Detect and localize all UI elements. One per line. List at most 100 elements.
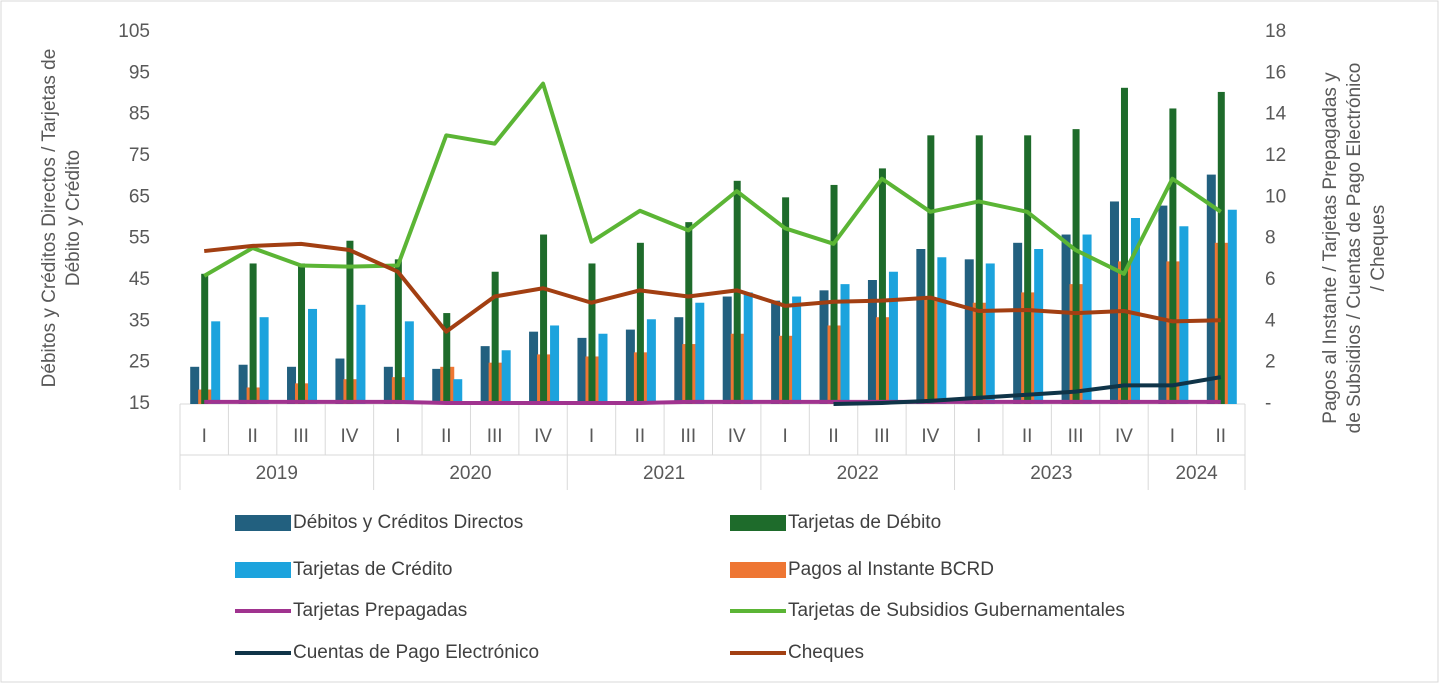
bar bbox=[501, 350, 511, 404]
bar bbox=[782, 197, 790, 404]
bar bbox=[577, 337, 587, 404]
x-group-label: 2020 bbox=[449, 463, 491, 484]
legend-label: Tarjetas de Subsidios Gubernamentales bbox=[788, 600, 1125, 621]
x-tick-label: IV bbox=[534, 426, 552, 447]
bar bbox=[529, 331, 539, 404]
x-tick-label: II bbox=[635, 426, 646, 447]
bar bbox=[211, 321, 221, 404]
x-group-label: 2024 bbox=[1175, 463, 1218, 484]
bar bbox=[550, 325, 560, 404]
bar bbox=[1034, 249, 1044, 404]
bar bbox=[1024, 135, 1032, 405]
bar bbox=[491, 271, 499, 404]
bar bbox=[238, 364, 248, 404]
y2-axis-title-line: de Subsidios / Cuentas de Pago Electróni… bbox=[1344, 63, 1365, 434]
bar bbox=[356, 304, 366, 404]
bar bbox=[1217, 91, 1225, 404]
bar bbox=[964, 259, 974, 404]
x-group-label: 2023 bbox=[1030, 463, 1072, 484]
legend-swatch bbox=[730, 515, 786, 531]
x-tick-label: II bbox=[247, 426, 258, 447]
x-tick-label: I bbox=[395, 426, 400, 447]
legend-label: Tarjetas de Débito bbox=[788, 512, 941, 533]
x-tick-label: I bbox=[202, 426, 207, 447]
bar bbox=[598, 333, 608, 404]
bar bbox=[1179, 226, 1189, 404]
y-tick-label: 35 bbox=[129, 310, 150, 331]
y-tick-label: 95 bbox=[129, 62, 150, 83]
x-tick-label: I bbox=[589, 426, 594, 447]
bar bbox=[792, 296, 802, 404]
bar bbox=[190, 366, 200, 404]
bar bbox=[830, 184, 838, 404]
bar bbox=[636, 242, 644, 404]
x-tick-label: III bbox=[487, 426, 503, 447]
bar bbox=[1130, 218, 1140, 404]
bar bbox=[674, 317, 684, 404]
bar bbox=[867, 280, 877, 404]
bar bbox=[927, 135, 935, 405]
bar bbox=[201, 273, 209, 404]
y2-tick-label: 18 bbox=[1265, 21, 1286, 42]
x-tick-label: II bbox=[1022, 426, 1033, 447]
bar bbox=[1120, 87, 1128, 405]
bar bbox=[432, 368, 442, 404]
legend-label: Pagos al Instante BCRD bbox=[788, 559, 994, 580]
bar bbox=[646, 319, 656, 404]
bar bbox=[287, 366, 297, 404]
y2-tick-label: 8 bbox=[1265, 228, 1276, 249]
bar bbox=[346, 240, 354, 404]
bar bbox=[453, 379, 463, 404]
bar bbox=[1206, 174, 1216, 404]
x-tick-label: IV bbox=[921, 426, 939, 447]
x-tick-label: I bbox=[976, 426, 981, 447]
bar bbox=[819, 290, 829, 404]
y-tick-label: 15 bbox=[129, 393, 150, 414]
bar bbox=[771, 300, 781, 404]
line-series bbox=[204, 399, 1221, 405]
line-series bbox=[203, 241, 1221, 334]
y-axis-title-line: Débito y Crédito bbox=[63, 150, 84, 286]
x-tick-label: II bbox=[828, 426, 839, 447]
bar bbox=[259, 317, 269, 404]
bar bbox=[383, 366, 393, 404]
y2-tick-label: 14 bbox=[1265, 104, 1287, 125]
x-tick-label: III bbox=[874, 426, 890, 447]
bar bbox=[443, 313, 451, 404]
line-series bbox=[833, 375, 1222, 406]
bar bbox=[878, 168, 886, 404]
line-series bbox=[203, 81, 1222, 278]
bar bbox=[695, 302, 705, 404]
bar bbox=[480, 346, 490, 404]
bar bbox=[937, 257, 947, 404]
y-axis-title-line: Débitos y Créditos Directos / Tarjetas d… bbox=[39, 49, 60, 388]
bar bbox=[1072, 129, 1080, 404]
bar bbox=[394, 259, 402, 404]
x-tick-label: IV bbox=[1115, 426, 1133, 447]
bar bbox=[985, 263, 995, 404]
legend-label: Cuentas de Pago Electrónico bbox=[293, 642, 539, 663]
x-tick-label: III bbox=[680, 426, 696, 447]
bar bbox=[1158, 205, 1168, 404]
x-tick-label: IV bbox=[340, 426, 358, 447]
bar bbox=[888, 271, 898, 404]
bar bbox=[308, 308, 318, 404]
y2-tick-label: - bbox=[1265, 393, 1271, 414]
bar bbox=[916, 249, 926, 404]
x-group-label: 2021 bbox=[643, 463, 685, 484]
bar bbox=[625, 329, 635, 404]
bar bbox=[588, 263, 596, 404]
legend-swatch bbox=[730, 562, 786, 578]
legend-label: Débitos y Créditos Directos bbox=[293, 512, 523, 533]
bar bbox=[685, 222, 693, 404]
y-tick-label: 85 bbox=[129, 104, 150, 125]
x-group-label: 2019 bbox=[256, 463, 298, 484]
bar bbox=[975, 135, 983, 405]
bar bbox=[840, 284, 850, 404]
legend-label: Tarjetas Prepagadas bbox=[293, 600, 467, 621]
y2-axis-title: Pagos al Instante / Tarjetas Prepagadas … bbox=[1320, 63, 1389, 434]
y2-tick-label: 12 bbox=[1265, 145, 1286, 166]
y-tick-label: 75 bbox=[129, 145, 150, 166]
x-group-label: 2022 bbox=[837, 463, 879, 484]
bar bbox=[540, 234, 548, 404]
